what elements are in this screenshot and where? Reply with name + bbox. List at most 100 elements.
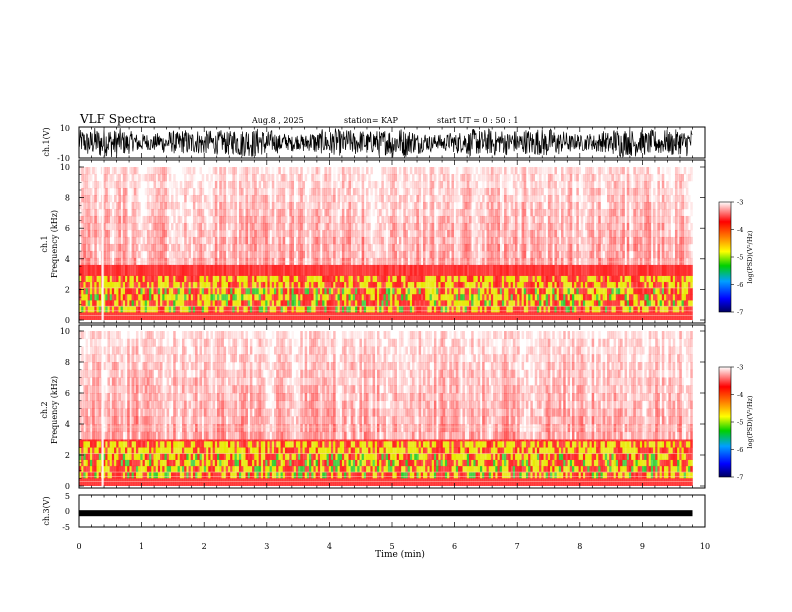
spectrogram-cell <box>225 306 229 313</box>
spectrogram-cell <box>164 312 167 320</box>
spectrogram-cell <box>593 312 597 320</box>
spectrogram-cell <box>309 287 312 295</box>
spectrogram-cell <box>607 243 610 252</box>
spectrogram-cell <box>164 264 167 276</box>
spectrogram-cell <box>330 229 334 238</box>
spectrogram-cell <box>387 281 391 289</box>
spectrogram-cell <box>447 312 450 320</box>
spectrogram-cell <box>300 201 303 210</box>
spectrogram-cell <box>197 257 200 266</box>
spectrogram-cell <box>333 306 336 313</box>
spectrogram-cell <box>149 173 152 182</box>
spectrogram-cell <box>517 208 520 217</box>
spectrogram-cell <box>523 300 527 307</box>
spectrogram-cell <box>181 243 185 252</box>
spectrogram-cell <box>249 180 253 189</box>
spectrogram-cell <box>133 306 137 313</box>
spectrogram-cell <box>497 281 500 289</box>
spectrogram-cell <box>607 201 610 210</box>
spectrogram-cell <box>227 201 231 210</box>
spectrogram-cell <box>530 287 533 295</box>
spectrogram-cell <box>359 281 362 289</box>
spectrogram-cell <box>617 215 621 224</box>
spectrogram-cell <box>96 287 100 295</box>
spectrogram-cell <box>168 312 172 320</box>
spectrogram-cell <box>162 173 165 182</box>
spectrogram-cell <box>582 306 586 313</box>
spectrogram-cell <box>234 306 238 313</box>
spectrogram-cell <box>422 287 426 295</box>
spectrogram-cell <box>587 300 590 307</box>
spectrogram-cell <box>398 167 402 175</box>
spectrogram-cell <box>462 180 465 189</box>
spectrogram-cell <box>212 243 216 252</box>
spectrogram-cell <box>600 236 603 245</box>
spectrogram-cell <box>469 293 472 301</box>
spectrogram-cell <box>138 275 141 283</box>
spectrogram-cell <box>361 201 365 210</box>
spectrogram-cell <box>482 215 485 224</box>
spectrogram-cell <box>217 208 220 217</box>
spectrogram-cell <box>227 222 231 231</box>
spectrogram-cell <box>379 293 382 301</box>
spectrogram-cell <box>284 264 288 276</box>
spectrogram-cell <box>501 300 505 307</box>
spectrogram-cell <box>392 167 395 175</box>
spectrogram-cell <box>431 275 435 283</box>
spectrogram-cell <box>223 167 227 175</box>
spectrogram-cell <box>440 281 444 289</box>
spectrogram-cell <box>149 257 152 266</box>
spectrogram-cell <box>372 264 376 276</box>
spectrogram-cell <box>501 236 505 245</box>
spectrogram-cell <box>116 281 119 289</box>
spectrogram-cell <box>151 194 154 203</box>
spectrogram-cell <box>512 243 516 252</box>
spectrogram-cell <box>401 229 404 238</box>
spectrogram-cell <box>561 180 564 189</box>
spectrogram-cell <box>361 236 365 245</box>
spectrogram-cell <box>120 264 124 276</box>
spectrogram-cell <box>366 293 369 301</box>
spectrogram-cell <box>442 293 446 301</box>
spectrogram-cell <box>173 250 176 259</box>
spectrogram-cell <box>521 264 525 276</box>
spectrogram-cell <box>304 293 308 301</box>
spectrogram-cell <box>504 312 507 320</box>
spectrogram-cell <box>122 281 126 289</box>
spectrogram-cell <box>118 180 121 189</box>
spectrogram-cell <box>315 222 319 231</box>
spectrogram-cell <box>493 222 496 231</box>
spectrogram-cell <box>517 257 520 266</box>
spectrogram-cell <box>495 287 498 295</box>
spectrogram-cell <box>184 201 187 210</box>
spectrogram-cell <box>142 215 146 224</box>
spectrogram-cell <box>328 229 332 238</box>
spectrogram-cell <box>133 187 137 196</box>
spectrogram-cell <box>289 208 292 217</box>
spectrogram-cell <box>162 300 165 307</box>
spectrogram-cell <box>265 229 268 238</box>
spectrogram-cell <box>238 300 242 307</box>
spectrogram-cell <box>103 293 106 301</box>
spectrogram-cell <box>569 312 573 320</box>
spectrogram-cell <box>341 306 345 313</box>
spectrogram-cell <box>383 306 387 313</box>
spectrogram-cell <box>280 236 284 245</box>
spectrogram-cell <box>407 281 411 289</box>
spectrogram-cell <box>453 306 457 313</box>
spectrogram-cell <box>374 281 378 289</box>
spectrogram-cell <box>477 208 481 217</box>
spectrogram-cell <box>241 201 244 210</box>
spectrogram-cell <box>563 243 566 252</box>
spectrogram-cell <box>593 287 597 295</box>
spectrogram-cell <box>440 264 444 276</box>
spectrogram-cell <box>241 167 244 175</box>
spectrogram-cell <box>217 264 220 276</box>
spectrogram-cell <box>558 250 562 259</box>
spectrogram-cell <box>160 222 163 231</box>
spectrogram-cell <box>219 194 222 203</box>
spectrogram-cell <box>179 312 183 320</box>
spectrogram-cell <box>615 300 619 307</box>
spectrogram-cell <box>175 201 178 210</box>
spectrogram-cell <box>611 167 614 175</box>
